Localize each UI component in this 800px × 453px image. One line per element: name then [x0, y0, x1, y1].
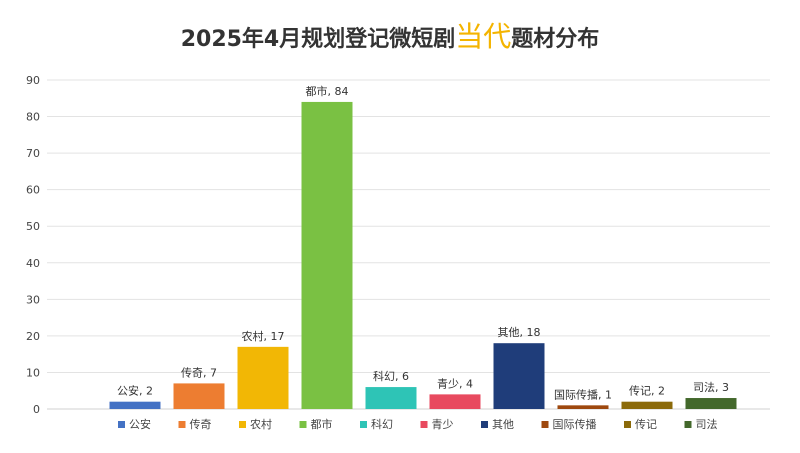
chart-title-part-1: 2025年4月规划登记微短剧	[181, 26, 456, 52]
legend-label: 青少	[432, 418, 454, 431]
bars	[109, 101, 737, 409]
bar-1	[173, 383, 225, 409]
y-tick-label: 10	[26, 366, 40, 379]
y-tick-label: 40	[26, 257, 40, 270]
y-tick-label: 0	[33, 403, 40, 416]
bar-4	[365, 387, 417, 409]
y-axis-ticks: 0 10 20 30 40 50 60 70 80 90	[26, 74, 40, 416]
legend-swatch	[178, 421, 186, 428]
legend-swatch	[360, 421, 367, 428]
legend-label: 科幻	[371, 417, 393, 431]
data-label: 其他, 18	[498, 326, 541, 339]
data-label: 农村, 17	[242, 329, 285, 343]
data-label: 都市, 84	[306, 84, 349, 98]
legend-label: 其他	[492, 418, 514, 431]
data-label: 国际传播, 1	[554, 387, 612, 401]
bar-0	[109, 401, 161, 409]
legend-swatch	[541, 421, 549, 428]
bar-9	[685, 398, 737, 409]
data-label: 传奇, 7	[181, 366, 217, 379]
data-label: 公安, 2	[117, 384, 153, 398]
legend-label: 传记	[635, 418, 657, 431]
legend-swatch	[420, 421, 428, 428]
y-tick-label: 50	[26, 220, 40, 233]
data-label: 青少, 4	[437, 377, 473, 390]
legend-label: 农村	[250, 417, 272, 431]
y-tick-label: 60	[26, 184, 40, 197]
y-tick-label: 30	[26, 293, 40, 306]
bar-7	[557, 405, 609, 409]
chart-title: 2025年4月规划登记微短剧当代题材分布	[181, 20, 600, 53]
gridlines	[47, 79, 770, 410]
y-tick-label: 90	[26, 74, 40, 87]
chart-title-accent: 当代	[455, 20, 511, 53]
legend-swatch	[481, 421, 488, 428]
legend-label: 都市	[311, 417, 333, 431]
y-tick-label: 20	[26, 330, 40, 343]
legend-swatch	[239, 421, 246, 428]
bar-3	[301, 101, 353, 409]
data-label: 传记, 2	[629, 385, 665, 398]
legend-label: 司法	[696, 417, 718, 431]
bar-8	[621, 401, 673, 409]
legend-swatch	[624, 421, 631, 428]
legend-swatch	[299, 421, 307, 428]
bar-2	[237, 346, 289, 409]
bar-6	[493, 343, 545, 409]
legend-label: 国际传播	[553, 417, 597, 431]
y-tick-label: 70	[26, 147, 40, 160]
data-labels: 公安, 2 传奇, 7 农村, 17 都市, 84 科幻, 6 青少, 4 其他, 18 国际…	[117, 84, 729, 401]
bar-5	[429, 394, 481, 409]
legend-label: 公安	[129, 417, 151, 431]
chart-title-part-3: 题材分布	[511, 26, 599, 52]
data-label: 司法, 3	[693, 380, 729, 394]
legend-label: 传奇	[190, 418, 212, 431]
data-label: 科幻, 6	[373, 369, 409, 383]
legend-swatch	[118, 421, 125, 428]
y-tick-label: 80	[26, 111, 40, 124]
legend-swatch	[684, 421, 692, 428]
legend: 公安 传奇 农村 都市 科幻 青少 其他 国际传播 传记 司法	[118, 417, 718, 431]
